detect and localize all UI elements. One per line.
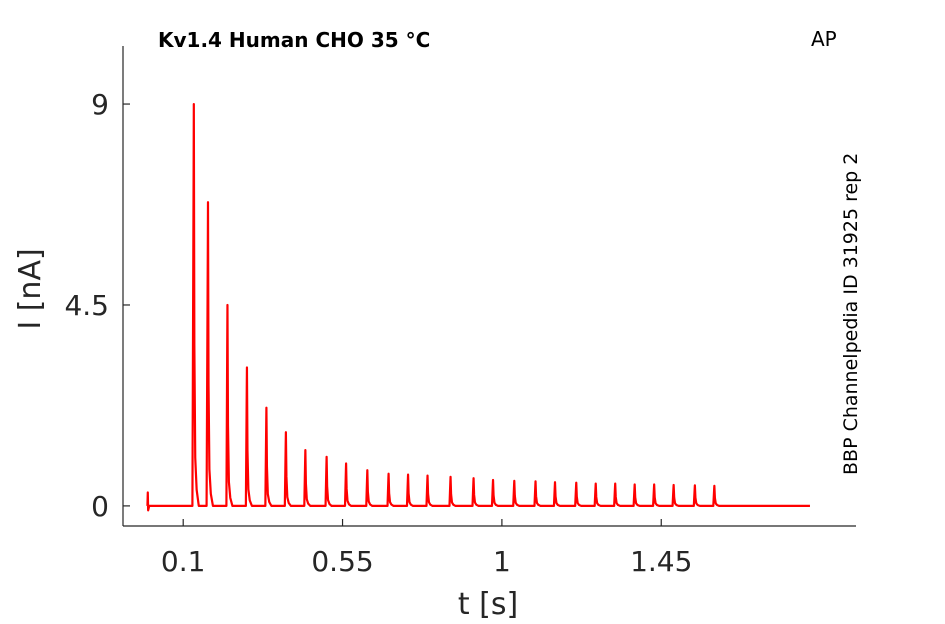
series-layer: [146, 102, 810, 512]
y-tick-label: 0: [91, 490, 109, 523]
source-id-label: BBP Channelpedia ID 31925 rep 2: [840, 153, 862, 475]
y-tick-label: 9: [91, 88, 109, 121]
y-ticks: 04.59: [64, 88, 130, 523]
x-axis-label: t [s]: [458, 587, 518, 622]
y-axis-label: I [nA]: [13, 248, 48, 329]
x-tick-label: 1: [493, 545, 511, 578]
x-tick-label: 1.45: [630, 545, 692, 578]
protocol-label: AP: [811, 27, 837, 51]
axes: [122, 46, 856, 527]
x-tick-label: 0.1: [161, 545, 206, 578]
current-trace: [146, 102, 810, 512]
x-tick-label: 0.55: [311, 545, 373, 578]
x-ticks: 0.1 0.55 1 1.45: [161, 519, 692, 578]
chart-title: Kv1.4 Human CHO 35 °C: [158, 28, 430, 52]
y-tick-label: 4.5: [64, 289, 109, 322]
